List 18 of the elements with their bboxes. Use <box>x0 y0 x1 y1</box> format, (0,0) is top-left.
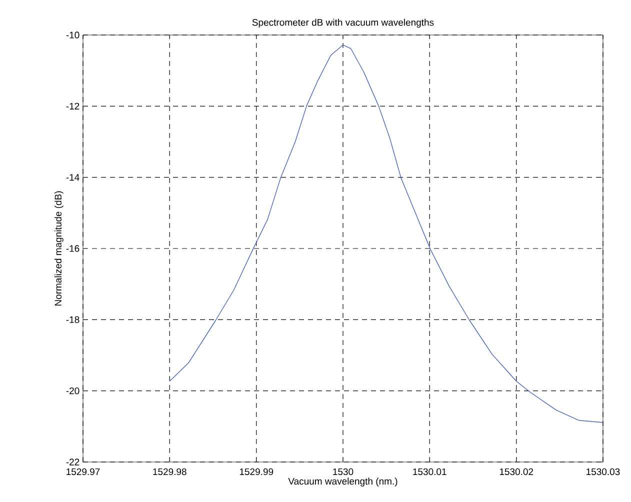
y-tick-label: -12 <box>66 102 80 110</box>
x-tick-label: 1530.01 <box>413 468 446 476</box>
x-tick-label: 1530.02 <box>500 468 534 476</box>
x-tick-label: 1530 <box>333 468 354 476</box>
x-tick-label: 1529.99 <box>240 468 274 476</box>
y-tick-label: -22 <box>66 458 80 466</box>
y-tick-label: -10 <box>66 32 80 38</box>
x-axis-title: Vacuum wavelength (nm.) <box>288 478 398 486</box>
x-tick-label: 1530.03 <box>586 468 620 476</box>
x-tick-label: 1529.98 <box>153 468 186 476</box>
y-tick-label: -20 <box>66 387 80 394</box>
y-tick-label: -16 <box>66 245 80 252</box>
y-tick-label: -14 <box>66 174 80 181</box>
x-tick-label: 1529.97 <box>66 468 100 476</box>
y-axis-title: Normalized magnitude (dB) <box>54 191 64 306</box>
chart-title: Spectrometer dB with vacuum wavelengths <box>252 18 434 28</box>
line-series <box>169 44 603 423</box>
y-tick-label: -18 <box>66 316 80 324</box>
